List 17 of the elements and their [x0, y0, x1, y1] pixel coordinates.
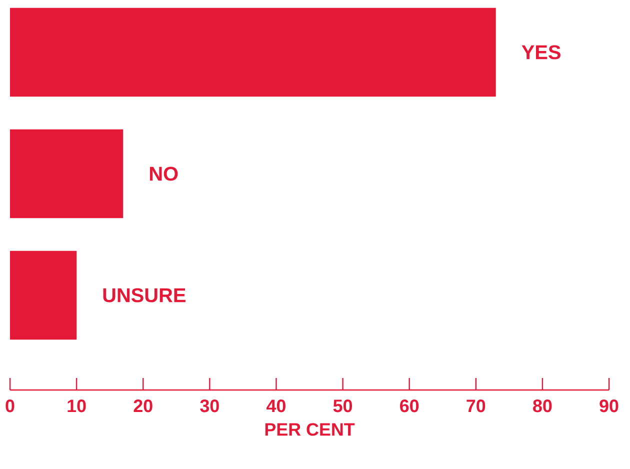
- x-tick-label: 10: [68, 400, 86, 412]
- x-tick-label: 0: [6, 400, 14, 412]
- x-tick-label: 70: [466, 400, 486, 412]
- y-tick-label: UNSURE: [103, 288, 186, 302]
- bar: [10, 129, 124, 218]
- bar: [10, 8, 496, 97]
- x-tick-label: 60: [400, 400, 419, 412]
- y-tick-label: NO: [150, 166, 178, 181]
- x-tick-label: 90: [600, 400, 618, 412]
- y-tick-label: YES: [522, 45, 560, 60]
- x-tick-label: 30: [200, 400, 219, 412]
- x-tick-label: 40: [266, 400, 286, 412]
- x-tick-label: 20: [134, 400, 152, 412]
- x-tick-label: 80: [533, 400, 552, 412]
- x-tick-label: 50: [333, 400, 352, 412]
- x-axis-title: PER CENT: [265, 423, 355, 436]
- bar: [10, 250, 77, 340]
